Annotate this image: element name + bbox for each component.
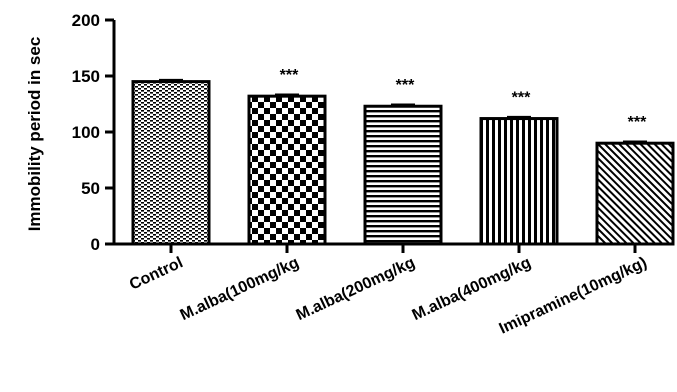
x-axis: ControlM.alba(100mg/kgM.alba(200mg/kgM.a… [113,244,661,338]
bar [249,96,325,244]
y-tick-label: 50 [81,179,100,198]
bar [597,143,673,244]
bars: *** *** *** *** [133,67,673,244]
x-tick-label: Control [127,254,186,293]
y-axis: 0 50 100 150 200 [72,11,114,254]
significance-label: *** [396,77,415,94]
bar [133,82,209,244]
significance-label: *** [280,67,299,84]
x-tick-label: M.alba(200mg/kg [294,254,418,324]
bar [365,106,441,244]
y-tick-label: 150 [72,67,100,86]
significance-label: *** [628,114,647,131]
y-tick-label: 200 [72,11,100,30]
y-axis-title: Immobility period in sec [25,37,44,232]
bar [481,119,557,244]
x-tick-label: M.alba(100mg/kg [178,254,302,324]
y-tick-label: 100 [72,123,100,142]
significance-label: *** [512,90,531,107]
y-tick-label: 0 [91,235,100,254]
